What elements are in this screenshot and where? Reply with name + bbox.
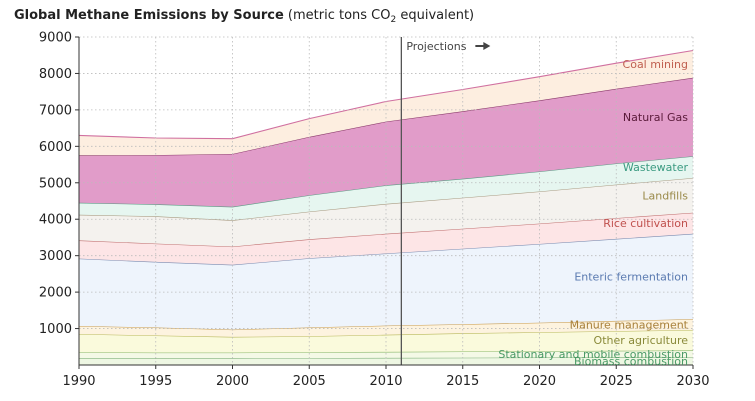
projection-marker: Projections	[400, 37, 491, 365]
series-label-natural-gas: Natural Gas	[623, 111, 688, 124]
x-tick-label-1990: 1990	[62, 374, 95, 389]
chart-title-main: Global Methane Emissions by Source	[14, 8, 284, 23]
y-tick-label-2000: 2000	[39, 286, 72, 301]
y-tick-label-4000: 4000	[39, 213, 72, 228]
grid-layer	[79, 36, 694, 365]
axes-layer: 1000 2000 3000 4000 5000 6000 7000 8000 9000 1990…	[39, 31, 710, 390]
y-tick-label-3000: 3000	[39, 249, 72, 264]
series-label-coal-mining: Coal mining	[623, 58, 688, 71]
series-label-rice-cultivation: Rice cultivation	[603, 217, 688, 230]
series-label-manure-management: Manure management	[570, 319, 689, 332]
projection-arrow-head	[483, 42, 491, 50]
chart-title-units: (metric tons CO	[287, 8, 391, 23]
x-tick-label-2030: 2030	[676, 374, 709, 389]
y-tick-label-1000: 1000	[39, 322, 72, 337]
y-tick-label-7000: 7000	[39, 103, 72, 118]
x-tick-label-2000: 2000	[216, 374, 249, 389]
series-label-other-agriculture: Other agriculture	[594, 334, 689, 347]
y-tick-label-9000: 9000	[39, 31, 72, 46]
x-tick-label-2005: 2005	[293, 374, 326, 389]
x-tick-label-2010: 2010	[369, 374, 402, 389]
series-label-stationary-and-mobile-combustion: Stationary and mobile combustion	[498, 348, 688, 361]
area-wastewater	[79, 156, 693, 221]
series-label-biomass-combustion: Biomass combustion	[574, 355, 688, 368]
x-tick-label-1995: 1995	[139, 374, 172, 389]
area-manure-management	[79, 319, 693, 337]
x-tick-label-2015: 2015	[446, 374, 479, 389]
projection-label: Projections	[406, 40, 466, 53]
y-tick-label-5000: 5000	[39, 176, 72, 191]
series-label-enteric-fermentation: Enteric fermentation	[574, 270, 688, 283]
series-label-landfills: Landfills	[642, 189, 688, 202]
x-tick-label-2025: 2025	[600, 374, 633, 389]
chart-title: Global Methane Emissions by Source (metr…	[14, 8, 475, 25]
x-tick-label-2020: 2020	[523, 374, 556, 389]
y-tick-label-6000: 6000	[39, 140, 72, 155]
y-tick-label-8000: 8000	[39, 67, 72, 82]
chart-title-units-end: equivalent)	[396, 8, 475, 23]
series-label-wastewater: Wastewater	[623, 161, 689, 174]
chart-title-units-subscript: 2	[390, 15, 397, 25]
